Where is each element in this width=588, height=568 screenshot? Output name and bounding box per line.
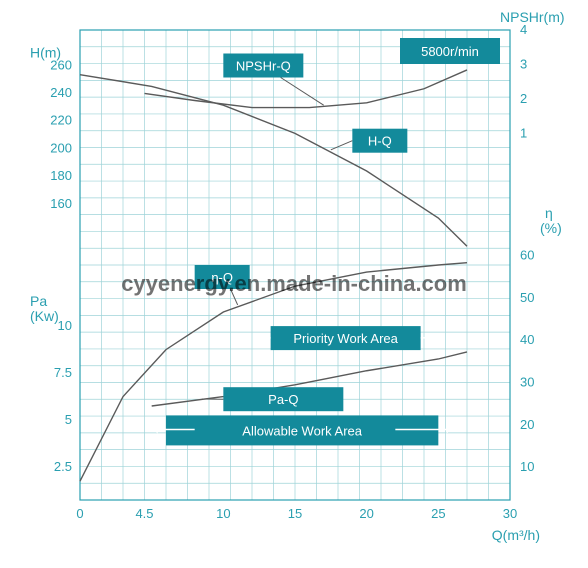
h-tick: 200 — [50, 140, 72, 155]
chart-container: 04.51015202530Q(m³/h)H(m)160180200220240… — [0, 0, 588, 568]
eta-tick: 60 — [520, 248, 534, 263]
npshr-tick: 3 — [520, 56, 527, 71]
x-tick: 30 — [503, 506, 517, 521]
x-tick: 20 — [359, 506, 373, 521]
h-tick: 160 — [50, 196, 72, 211]
npshr-tick: 4 — [520, 22, 527, 37]
npshr-axis-label: NPSHr(m) — [500, 9, 565, 25]
npshr-q-label: NPSHr-Q — [236, 59, 291, 74]
eta-tick: 30 — [520, 375, 534, 390]
x-axis-label: Q(m³/h) — [492, 527, 540, 543]
h-tick: 180 — [50, 168, 72, 183]
rpm-label: 5800r/min — [421, 44, 479, 59]
pa-tick: 7.5 — [54, 365, 72, 380]
eta-tick: 10 — [520, 459, 534, 474]
svg-text:(%): (%) — [540, 220, 562, 236]
pump-chart-svg: 04.51015202530Q(m³/h)H(m)160180200220240… — [0, 0, 588, 568]
allowable-label: Allowable Work Area — [242, 423, 362, 438]
eta-tick: 50 — [520, 290, 534, 305]
pa-tick: 10 — [58, 318, 72, 333]
x-tick: 0 — [76, 506, 83, 521]
pa-tick: 5 — [65, 412, 72, 427]
x-tick: 4.5 — [135, 506, 153, 521]
npshr-tick: 1 — [520, 125, 527, 140]
eta-q-label: η-Q — [211, 270, 233, 285]
h-q-label: H-Q — [368, 134, 392, 149]
pa-tick: 2.5 — [54, 459, 72, 474]
eta-tick: 40 — [520, 332, 534, 347]
priority-label: Priority Work Area — [293, 331, 398, 346]
npshr-tick: 2 — [520, 91, 527, 106]
h-tick: 240 — [50, 85, 72, 100]
x-tick: 15 — [288, 506, 302, 521]
pa-q-label: Pa-Q — [268, 392, 298, 407]
eta-tick: 20 — [520, 417, 534, 432]
pa-axis-label: Pa — [30, 293, 47, 309]
svg-text:(Kw): (Kw) — [30, 308, 59, 324]
h-tick: 260 — [50, 57, 72, 72]
x-tick: 25 — [431, 506, 445, 521]
eta-axis-label: η — [545, 205, 553, 221]
x-tick: 10 — [216, 506, 230, 521]
h-tick: 220 — [50, 113, 72, 128]
